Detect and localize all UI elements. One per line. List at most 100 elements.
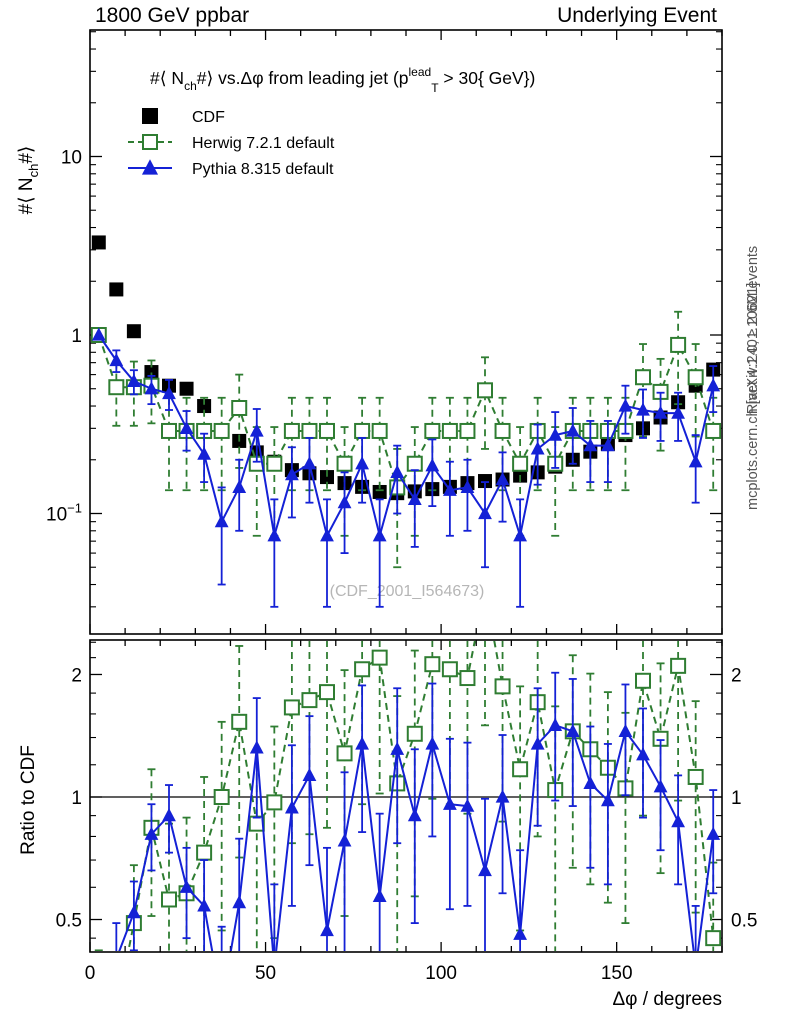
series-errorbars <box>112 349 718 608</box>
data-point <box>197 399 212 414</box>
data-point <box>671 814 686 828</box>
data-point <box>565 423 580 437</box>
data-point <box>126 905 141 919</box>
data-point <box>108 379 125 396</box>
data-point <box>478 474 492 489</box>
data-point <box>441 422 458 439</box>
data-point <box>161 422 177 439</box>
data-point <box>494 678 511 695</box>
data-point <box>214 514 229 528</box>
y-axis-ticks-main <box>90 31 722 608</box>
data-point <box>460 479 475 494</box>
data-point <box>283 422 300 439</box>
data-point <box>355 456 370 470</box>
data-point <box>320 470 334 485</box>
legend-label: Herwig 7.2.1 default <box>192 135 335 152</box>
legend-marker <box>142 108 158 124</box>
legend-entry-herwig: Herwig 7.2.1 default <box>128 134 335 152</box>
y-tick-label-ratio-right: 0.5 <box>731 911 757 932</box>
legend-marker <box>142 134 158 150</box>
data-point <box>407 491 422 505</box>
data-point <box>144 826 159 840</box>
data-point <box>249 740 264 754</box>
data-point <box>442 796 457 810</box>
data-point <box>232 479 247 494</box>
data-point <box>354 661 371 678</box>
data-point <box>179 879 194 893</box>
data-point <box>635 672 651 689</box>
side-annotations: Rivet 4.1.0, ≥ 2.6M eventsmcplots.cern.c… <box>745 246 761 510</box>
data-point <box>91 327 106 341</box>
y-tick-label-ratio-left: 0.5 <box>56 911 82 932</box>
data-point <box>548 717 563 731</box>
data-point <box>705 930 721 947</box>
data-point <box>583 438 598 452</box>
x-tick-label: 50 <box>255 963 276 984</box>
data-point <box>319 422 335 439</box>
data-point <box>390 741 405 755</box>
y-tick-label-ratio-right: 1 <box>731 788 742 809</box>
data-point <box>126 324 141 339</box>
data-point <box>213 789 230 805</box>
legend-entry-cdf: CDF <box>142 108 225 126</box>
y-tick-label-main: 10 <box>61 148 82 169</box>
data-point <box>320 922 334 937</box>
data-point <box>618 723 633 737</box>
legend-marker <box>141 159 159 175</box>
main-series-pythia <box>91 327 721 608</box>
main-panel-frame <box>89 29 723 635</box>
watermark-text: (CDF_2001_I564673) <box>330 583 485 600</box>
data-point <box>302 456 317 470</box>
data-point <box>232 895 247 909</box>
data-point <box>162 808 176 822</box>
data-point <box>179 381 194 396</box>
data-point <box>635 369 651 386</box>
data-point <box>688 454 703 468</box>
data-point <box>301 422 318 439</box>
legend-entry-pythia: Pythia 8.315 default <box>128 159 334 178</box>
data-point <box>231 399 248 416</box>
x-tick-label: 0 <box>85 963 96 984</box>
y-tick-label-main: 10−1 <box>46 501 82 526</box>
data-point <box>653 405 668 419</box>
ratio-series-pythia <box>112 671 721 951</box>
data-point <box>126 373 141 387</box>
series-errorbars <box>94 641 718 951</box>
y-tick-label-main: 1 <box>71 326 82 347</box>
series-errorbars <box>112 671 718 951</box>
data-point <box>406 455 423 472</box>
data-point <box>337 833 352 847</box>
data-point <box>494 422 511 439</box>
data-point <box>91 235 106 250</box>
ratio-clip-group <box>94 641 721 951</box>
data-point <box>266 455 283 472</box>
header-left-text: 1800 GeV ppbar <box>95 4 249 27</box>
y-tick-label-ratio-right: 2 <box>731 665 742 686</box>
data-point <box>530 736 545 750</box>
series-line <box>118 724 715 951</box>
data-point <box>109 352 124 367</box>
series-markers <box>91 327 721 542</box>
data-point <box>231 713 248 730</box>
data-point <box>284 467 299 481</box>
x-axis-label: Δφ / degrees <box>612 989 722 1010</box>
data-point <box>371 649 388 666</box>
data-point <box>196 844 213 861</box>
data-point <box>636 402 650 416</box>
legend-label: CDF <box>192 109 225 126</box>
data-point <box>266 794 283 811</box>
data-point <box>705 422 721 439</box>
data-point <box>354 422 371 439</box>
data-point <box>109 282 124 297</box>
legend: CDF Herwig 7.2.1 default Pythia 8.315 defa… <box>128 108 335 178</box>
data-point <box>653 779 668 793</box>
ratio-series-herwig <box>94 641 721 951</box>
data-point <box>600 438 615 452</box>
data-point <box>320 528 334 542</box>
x-tick-labels: 0 50 100 150 <box>85 963 633 984</box>
data-point <box>249 423 264 437</box>
data-point <box>513 926 528 940</box>
data-point <box>197 446 212 460</box>
data-point <box>390 464 405 478</box>
